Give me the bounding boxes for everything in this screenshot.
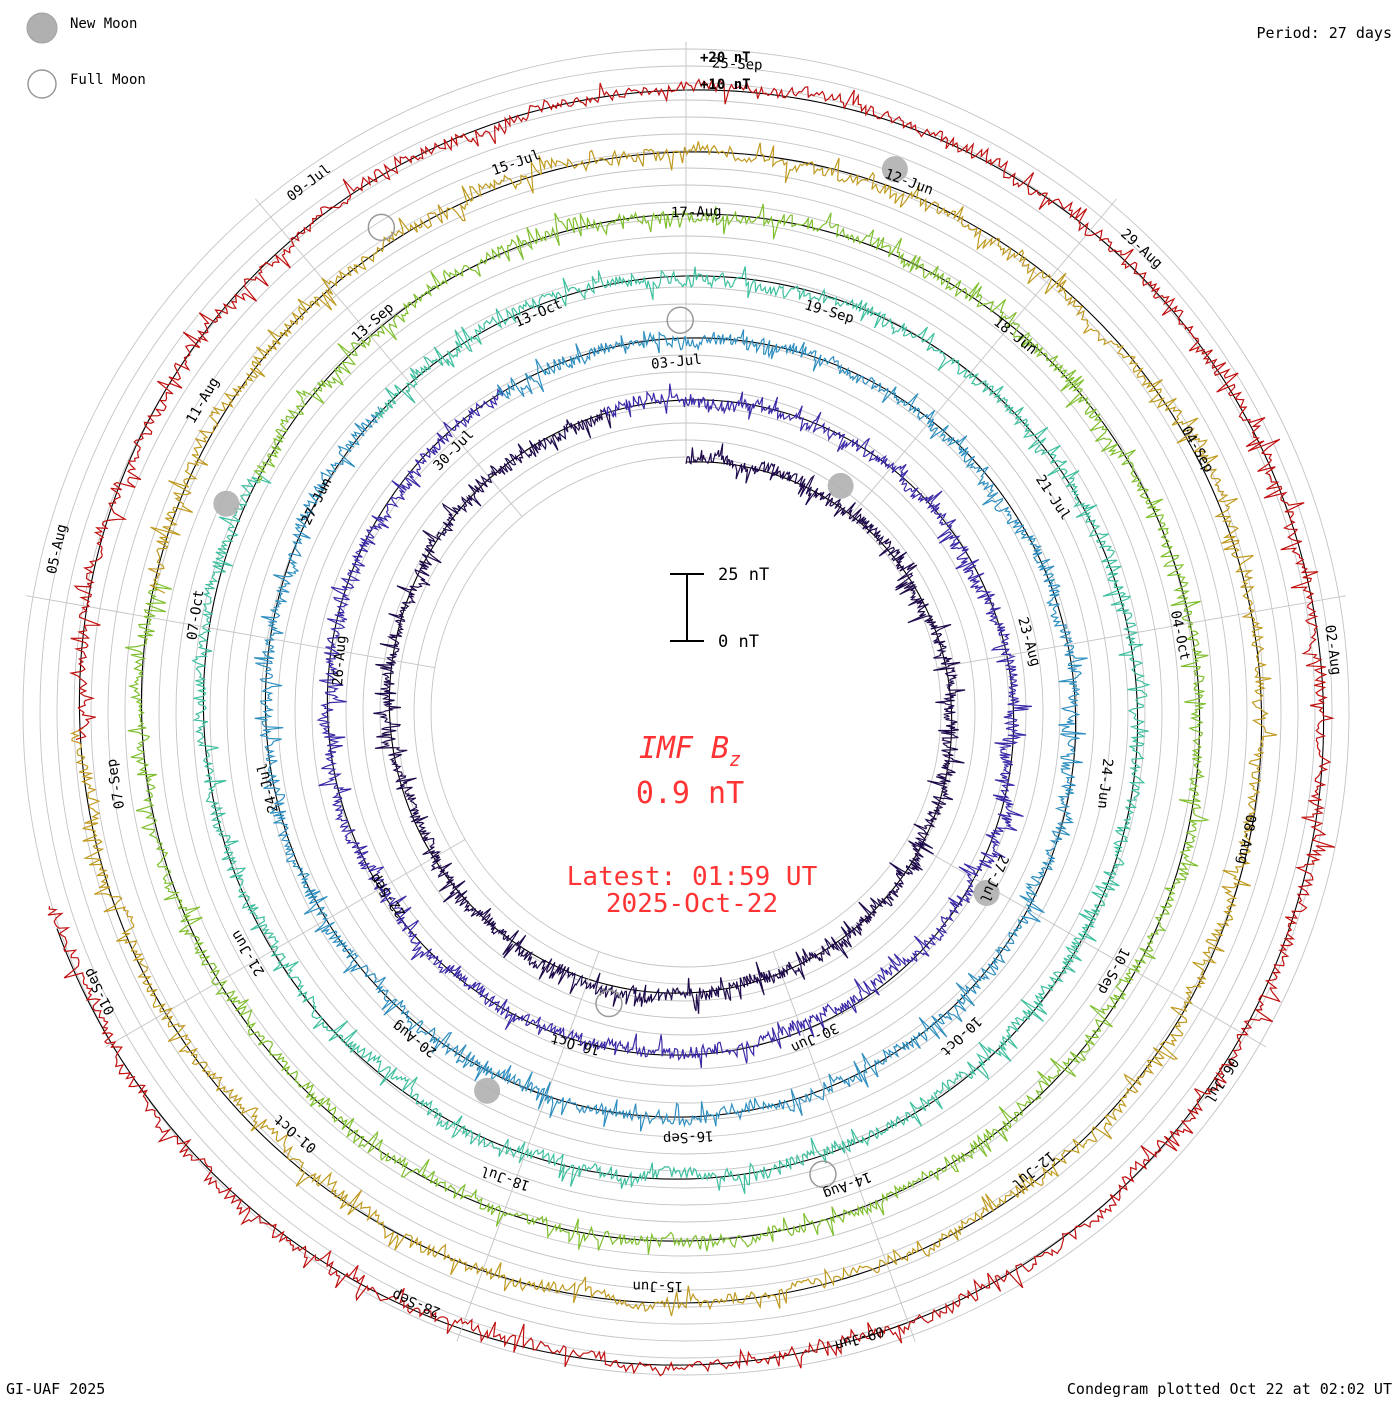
full-moon-marker	[666, 306, 694, 334]
full-moon-marker	[595, 989, 623, 1018]
date-label: 10-Sep	[1094, 945, 1132, 997]
new-moon-icon	[26, 12, 58, 44]
date-label: 29-Aug	[1117, 226, 1165, 272]
date-label: 24-Jun	[1094, 758, 1115, 810]
date-label: 01-Sep	[81, 965, 119, 1017]
grid-spoke	[26, 595, 435, 669]
date-label: 13-Oct	[512, 296, 565, 331]
date-label: 06-Jul	[1201, 1054, 1242, 1105]
date-label: 07-Oct	[184, 589, 207, 641]
period-label: Period: 27 days	[1257, 24, 1392, 42]
date-label: 15-Jul	[490, 147, 543, 179]
grid-spoke	[456, 951, 600, 1342]
legend-full-moon: Full Moon	[70, 72, 146, 88]
center-title-main: IMF B	[639, 731, 729, 766]
current-value: 0.9 nT	[636, 776, 744, 811]
series-trace	[47, 78, 1335, 1377]
series-trace	[125, 203, 1210, 1255]
new-moon-marker	[474, 1077, 501, 1104]
center-title: IMF Bz	[639, 731, 741, 771]
legend-new-moon: New Moon	[70, 16, 137, 32]
new-moon-marker	[973, 879, 1000, 906]
grid-spoke	[772, 951, 916, 1342]
ref-label-20: +20 nT	[700, 50, 751, 66]
date-label: 27-Jun	[299, 475, 336, 527]
date-label: 03-Jul	[651, 352, 703, 373]
grid-spoke	[937, 595, 1346, 669]
date-label: 16-Sep	[662, 1127, 714, 1146]
ref-label-10: +10 nT	[700, 77, 751, 93]
footer-plot-time: Condegram plotted Oct 22 at 02:02 UT	[1066, 1380, 1392, 1398]
latest-time: Latest: 01:59 UT	[567, 862, 818, 892]
date-label: 02-Aug	[1321, 624, 1344, 676]
scale-bar-bottom-label: 0 nT	[718, 632, 759, 652]
series-trace	[69, 141, 1278, 1317]
new-moon-marker	[827, 472, 854, 499]
date-label: 28-Sep	[390, 1286, 443, 1320]
grid-spoke	[849, 198, 1118, 517]
grid-spoke	[906, 839, 1267, 1048]
moon-markers	[213, 156, 1000, 1189]
date-label: 19-Sep	[803, 297, 856, 327]
full-moon-icon	[27, 69, 57, 99]
date-label: 09-Jun	[833, 1323, 886, 1354]
series-trace	[253, 329, 1088, 1132]
grid-spoke	[254, 198, 523, 517]
date-label: 01-Oct	[271, 1111, 320, 1156]
date-label: 22-Sep	[367, 870, 410, 920]
scale-bar-top-label: 25 nT	[718, 565, 769, 585]
date-label: 18-Jun	[990, 314, 1040, 358]
date-label: 30-Jun	[788, 1019, 841, 1055]
date-label: 24-Jul	[254, 761, 282, 814]
date-label: 09-Jul	[284, 161, 334, 205]
date-label: 21-Jun	[228, 927, 268, 978]
series-trace	[373, 406, 966, 1014]
series-traces	[47, 78, 1335, 1377]
series-trace	[191, 266, 1151, 1194]
new-moon-marker	[881, 156, 908, 183]
grid-spoke	[105, 839, 466, 1048]
date-label: 15-Jun	[632, 1278, 683, 1294]
latest-date: 2025-Oct-22	[606, 889, 778, 919]
full-moon-marker	[367, 213, 396, 242]
date-label: 07-Sep	[104, 758, 128, 811]
new-moon-marker	[213, 490, 240, 517]
date-label: 17-Aug	[671, 204, 722, 221]
date-label: 11-Aug	[183, 375, 222, 427]
center-title-sub: z	[729, 747, 741, 771]
date-label: 25-Sep	[712, 56, 763, 74]
footer-credit: GI-UAF 2025	[6, 1380, 106, 1398]
grid-spokes	[26, 42, 1346, 1342]
full-moon-marker	[809, 1160, 837, 1189]
date-label: 26-Aug	[330, 635, 350, 687]
series-trace	[316, 383, 1032, 1068]
date-label: 08-Aug	[1234, 813, 1259, 866]
date-label: 14-Aug	[821, 1168, 874, 1202]
